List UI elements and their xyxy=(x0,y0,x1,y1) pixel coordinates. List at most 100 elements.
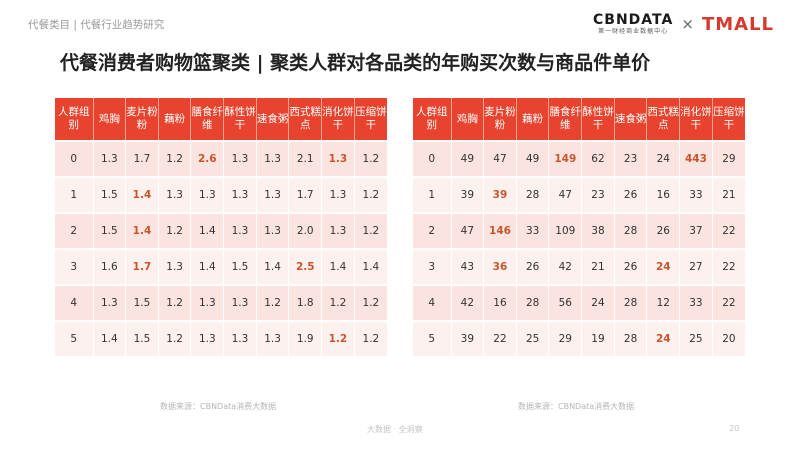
column-header: 人群组别 xyxy=(55,98,94,141)
column-header: 膳食纤维 xyxy=(190,98,225,141)
table-cell: 1.6 xyxy=(93,248,127,285)
table-cell: 1.4 xyxy=(256,248,290,285)
table-cell: 1.4 xyxy=(354,248,387,285)
table-cell: 1.2 xyxy=(158,212,192,249)
group-id-cell: 3 xyxy=(413,248,452,285)
column-header: 人群组别 xyxy=(413,98,452,141)
table-cell: 1.3 xyxy=(223,140,257,177)
table-cell: 1.7 xyxy=(125,140,159,177)
table-cell: 16 xyxy=(646,176,681,213)
table-row: 2 47 146 33 109 38 28 26 37 22 xyxy=(413,212,745,249)
table-cell: 25 xyxy=(679,320,713,356)
table-cell: 23 xyxy=(581,176,615,213)
table-cell: 109 xyxy=(548,212,583,249)
table-cell: 21 xyxy=(581,248,615,285)
table-cell: 1.3 xyxy=(256,320,290,356)
table-cell: 1.5 xyxy=(93,212,127,249)
table-row: 1 1.5 1.4 1.3 1.3 1.3 1.3 1.7 1.3 1.2 xyxy=(55,176,387,213)
table-cell: 1.3 xyxy=(223,212,257,249)
table-cell: 1.7 xyxy=(288,176,323,213)
table-cell: 22 xyxy=(712,248,745,285)
data-source-right: 数据来源：CBNData消费大数据 xyxy=(518,402,635,411)
table-cell: 29 xyxy=(548,320,583,356)
table-cell: 42 xyxy=(451,284,485,321)
table-cell: 43 xyxy=(451,248,485,285)
column-header: 麦片粉粉 xyxy=(125,98,159,141)
group-id-cell: 0 xyxy=(413,140,452,177)
table-cell: 1.2 xyxy=(354,176,387,213)
table-cell: 33 xyxy=(679,284,713,321)
table-cell: 1.3 xyxy=(256,212,290,249)
table-row: 4 1.3 1.5 1.2 1.3 1.3 1.2 1.8 1.2 1.2 xyxy=(55,284,387,321)
table-cell: 28 xyxy=(516,284,550,321)
column-header: 压缩饼干 xyxy=(712,98,745,141)
column-header: 酥性饼干 xyxy=(223,98,257,141)
group-id-cell: 5 xyxy=(413,320,452,356)
table-cell: 1.5 xyxy=(223,248,257,285)
table-row: 0 1.3 1.7 1.2 2.6 1.3 1.3 2.1 1.3 1.2 xyxy=(55,140,387,177)
table-cell: 24 xyxy=(581,284,615,321)
table-cell: 28 xyxy=(614,212,648,249)
footer-slogan: 大数据 · 全洞察 xyxy=(367,425,423,434)
table-cell: 1.3 xyxy=(223,284,257,321)
table-cell: 1.4 xyxy=(190,248,225,285)
cbndata-logo-subtext: 第一财经商业数据中心 xyxy=(598,27,669,35)
table-cell: 24 xyxy=(646,248,681,285)
table-cell: 26 xyxy=(516,248,550,285)
column-header: 麦片粉粉 xyxy=(483,98,517,141)
table-cell: 1.4 xyxy=(190,212,225,249)
table-cell: 27 xyxy=(679,248,713,285)
table-cell: 1.2 xyxy=(354,284,387,321)
table-cell: 49 xyxy=(451,140,485,177)
table-cell: 1.2 xyxy=(256,284,290,321)
table-cell: 42 xyxy=(548,248,583,285)
table-cell: 1.3 xyxy=(190,284,225,321)
table-cell: 2.6 xyxy=(190,140,225,177)
cbndata-logo-text: CBNDATA xyxy=(593,11,674,28)
column-header: 膳食纤维 xyxy=(548,98,583,141)
table-cell: 1.3 xyxy=(93,284,127,321)
table-cell: 22 xyxy=(712,284,745,321)
table-cell: 49 xyxy=(516,140,550,177)
table-cell: 1.2 xyxy=(354,320,387,356)
table-cell: 1.2 xyxy=(158,284,192,321)
column-header: 西式糕点 xyxy=(288,98,323,141)
table-cell: 56 xyxy=(548,284,583,321)
table-cell: 47 xyxy=(483,140,517,177)
breadcrumb: 代餐类目 | 代餐行业趋势研究 xyxy=(28,19,165,31)
group-id-cell: 2 xyxy=(413,212,452,249)
table-cell: 1.9 xyxy=(288,320,323,356)
table-cell: 2.0 xyxy=(288,212,323,249)
table-cell: 28 xyxy=(516,176,550,213)
table-cell: 1.3 xyxy=(223,320,257,356)
table-row: 2 1.5 1.4 1.2 1.4 1.3 1.3 2.0 1.3 1.2 xyxy=(55,212,387,249)
column-header: 速食粥 xyxy=(614,98,648,141)
table-cell: 1.3 xyxy=(321,140,355,177)
table-cell: 1.2 xyxy=(158,140,192,177)
table-row: 5 39 22 25 29 19 28 24 25 20 xyxy=(413,320,745,356)
group-id-cell: 5 xyxy=(55,320,94,356)
table-cell: 149 xyxy=(548,140,583,177)
column-header: 西式糕点 xyxy=(646,98,681,141)
table-cell: 1.5 xyxy=(93,176,127,213)
table-cell: 33 xyxy=(679,176,713,213)
table-cell: 1.3 xyxy=(190,320,225,356)
table-cell: 20 xyxy=(712,320,745,356)
table-cell: 23 xyxy=(614,140,648,177)
table-cell: 26 xyxy=(646,212,681,249)
group-id-cell: 4 xyxy=(55,284,94,321)
table-cell: 16 xyxy=(483,284,517,321)
purchase-frequency-table: 人群组别 鸡胸 麦片粉粉 藕粉 膳食纤维 酥性饼干 速食粥 西式糕点 消化饼干 压缩饼干 0 1.3… xyxy=(55,98,387,356)
table-cell: 1.2 xyxy=(321,284,355,321)
table-cell: 25 xyxy=(516,320,550,356)
table-cell: 36 xyxy=(483,248,517,285)
table-cell: 1.7 xyxy=(125,248,159,285)
table-cell: 1.3 xyxy=(256,140,290,177)
table-cell: 28 xyxy=(614,284,648,321)
tmall-logo: TMALL xyxy=(701,13,774,35)
table-header-row: 人群组别 鸡胸 麦片粉粉 藕粉 膳食纤维 酥性饼干 速食粥 西式糕点 消化饼干 压缩饼干 xyxy=(413,98,745,141)
table-cell: 29 xyxy=(712,140,745,177)
table-cell: 39 xyxy=(451,320,485,356)
group-id-cell: 0 xyxy=(55,140,94,177)
column-header: 藕粉 xyxy=(158,98,192,141)
